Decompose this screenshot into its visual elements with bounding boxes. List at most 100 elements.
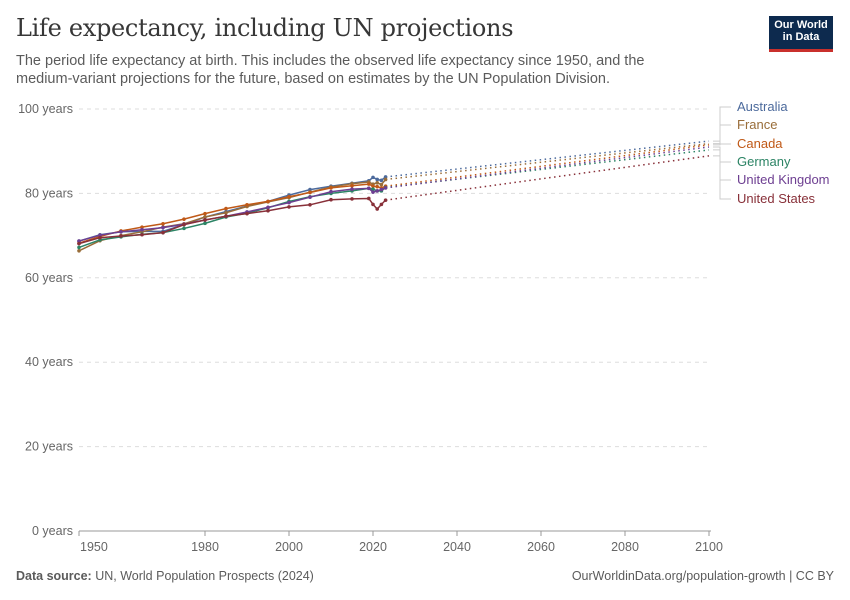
x-tick-label: 1950 [80, 540, 108, 554]
data-point [350, 184, 354, 188]
data-point [371, 190, 375, 194]
chart-title: Life expectancy, including UN projection… [16, 14, 514, 42]
data-point [266, 199, 270, 204]
data-point [161, 230, 165, 235]
data-point [203, 211, 207, 216]
data-point [308, 195, 312, 199]
y-tick-label: 80 years [25, 186, 73, 200]
data-point [371, 202, 375, 207]
line-chart: 0 years 20 years 40 years 60 years 80 years 1… [18, 99, 830, 554]
legend-connector [713, 146, 731, 181]
data-point [140, 227, 144, 232]
data-point [379, 182, 384, 187]
data-point [329, 197, 333, 202]
data-point [266, 208, 270, 213]
data-point [308, 202, 312, 207]
data-point [182, 226, 186, 231]
data-point [98, 233, 102, 237]
y-tick-label: 100 years [18, 102, 73, 116]
data-point [203, 218, 207, 222]
data-point [245, 211, 249, 216]
x-tick-label: 2000 [275, 540, 303, 554]
data-source: Data source: UN, World Population Prospe… [16, 569, 314, 583]
projection-line-2 [385, 144, 710, 187]
source-text: UN, World Population Prospects (2024) [95, 569, 314, 583]
legend-connector [713, 124, 731, 145]
data-point [350, 197, 354, 201]
data-point [308, 190, 312, 195]
x-tick-label: 2060 [527, 540, 555, 554]
data-point [245, 202, 249, 207]
data-point [308, 187, 312, 192]
data-point [182, 217, 186, 221]
projection-line-3 [385, 149, 710, 189]
chart-subtitle: The period life expectancy at birth. Thi… [16, 53, 645, 87]
y-tick-label: 20 years [25, 440, 73, 454]
data-point [266, 205, 270, 210]
data-point [224, 206, 228, 211]
legend-connector [713, 143, 731, 146]
data-point [375, 184, 380, 189]
data-point [371, 175, 375, 180]
data-point [379, 202, 384, 207]
legend-connector [713, 106, 731, 142]
data-point [379, 187, 384, 192]
data-point [140, 232, 144, 237]
data-point [203, 215, 207, 219]
series-line-4 [78, 187, 386, 242]
data-point [329, 186, 333, 190]
legend-label-1: France [737, 117, 777, 132]
data-point [287, 200, 291, 205]
legend-label-5: United States [737, 191, 816, 206]
legend-label-4: United Kingdom [737, 172, 830, 187]
data-point [161, 221, 165, 226]
data-point [287, 205, 291, 209]
data-point [224, 211, 228, 215]
data-point [140, 225, 144, 229]
data-point [77, 239, 81, 243]
data-point [329, 189, 333, 194]
data-point [161, 225, 165, 230]
y-tick-label: 60 years [25, 271, 73, 285]
owid-logo[interactable]: Our World in Data [769, 16, 833, 52]
legend-label-0: Australia [737, 99, 788, 114]
data-point [375, 189, 380, 193]
data-point [77, 241, 81, 246]
data-point [367, 182, 371, 186]
data-point [375, 207, 380, 211]
y-tick-label: 0 years [32, 524, 73, 538]
data-point [203, 221, 207, 226]
series-line-3 [78, 186, 387, 249]
data-point [371, 187, 375, 191]
data-point [375, 181, 380, 185]
x-tick-label: 2040 [443, 540, 471, 554]
projection-line-5 [385, 155, 710, 201]
data-point [350, 187, 354, 191]
data-point [367, 196, 371, 201]
x-tick-label: 2100 [695, 540, 723, 554]
data-point [224, 214, 228, 218]
data-point [119, 234, 123, 238]
data-point [287, 194, 291, 199]
data-point [77, 248, 81, 253]
projection-line-0 [385, 140, 710, 178]
data-point [371, 184, 375, 189]
data-point [375, 177, 380, 182]
y-tick-label: 40 years [25, 355, 73, 369]
footer-link[interactable]: OurWorldinData.org/population-growth | C… [571, 569, 834, 583]
legend-connector [713, 155, 731, 200]
legend-label-2: Canada [737, 136, 783, 151]
legend-label-3: Germany [737, 154, 791, 169]
data-point [77, 245, 81, 250]
data-point [379, 178, 384, 183]
projection-line-1 [385, 142, 710, 181]
x-tick-label: 2020 [359, 540, 387, 554]
data-point [98, 235, 102, 240]
projection-line-4 [385, 146, 710, 189]
x-tick-label: 1980 [191, 540, 219, 554]
data-point [119, 230, 123, 234]
source-label: Data source: [16, 569, 92, 583]
data-point [182, 222, 186, 227]
x-tick-label: 2080 [611, 540, 639, 554]
